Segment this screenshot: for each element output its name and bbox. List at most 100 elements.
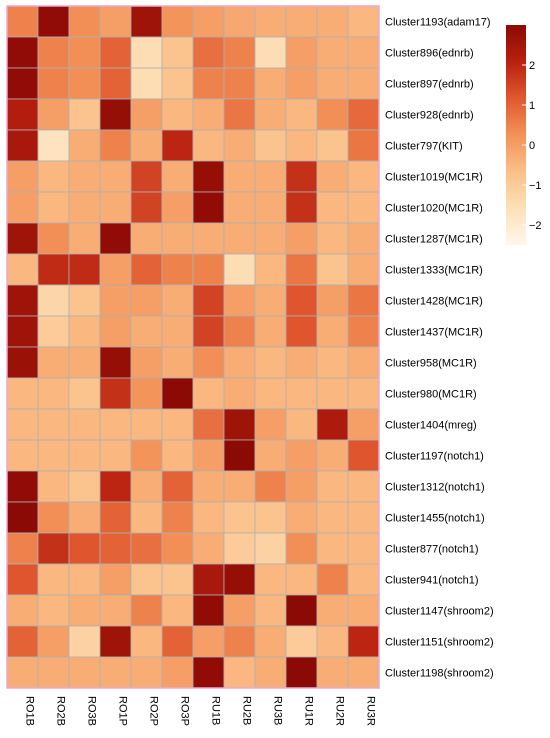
- heatmap-cell: [316, 439, 349, 472]
- heatmap-cell: [6, 160, 39, 193]
- heatmap-cell: [161, 563, 194, 596]
- heatmap-cell: [6, 625, 39, 658]
- heatmap-cell: [192, 656, 225, 689]
- heatmap-cell: [161, 594, 194, 627]
- heatmap-cell: [161, 346, 194, 379]
- heatmap-cell: [161, 377, 194, 410]
- heatmap-cell: [316, 253, 349, 286]
- heatmap-cell: [192, 315, 225, 348]
- heatmap-cell: [254, 36, 287, 69]
- heatmap-cell: [285, 36, 318, 69]
- heatmap-cell: [6, 408, 39, 441]
- heatmap-cell: [254, 346, 287, 379]
- heatmap-cell: [68, 532, 101, 565]
- heatmap-cell: [285, 222, 318, 255]
- heatmap-cell: [316, 284, 349, 317]
- heatmap-cell: [223, 160, 256, 193]
- heatmap-cell: [6, 315, 39, 348]
- heatmap-cell: [316, 625, 349, 658]
- heatmap-cell: [192, 408, 225, 441]
- heatmap-cell: [99, 129, 132, 162]
- heatmap-cell: [99, 563, 132, 596]
- heatmap-cell: [316, 98, 349, 131]
- heatmap-cell: [37, 191, 70, 224]
- heatmap-cell: [347, 160, 380, 193]
- heatmap-cell: [192, 563, 225, 596]
- heatmap-cell: [285, 563, 318, 596]
- heatmap-cell: [254, 222, 287, 255]
- heatmap-cell: [6, 656, 39, 689]
- heatmap-cell: [161, 98, 194, 131]
- heatmap-cell: [254, 5, 287, 38]
- heatmap-cell: [347, 5, 380, 38]
- heatmap-cell: [68, 470, 101, 503]
- heatmap-cell: [161, 222, 194, 255]
- heatmap-cell: [99, 625, 132, 658]
- heatmap-cell: [316, 129, 349, 162]
- column-label: RO3P: [179, 696, 191, 726]
- heatmap-cell: [347, 98, 380, 131]
- heatmap-cell: [130, 656, 163, 689]
- heatmap-cell: [68, 594, 101, 627]
- heatmap-cell: [254, 408, 287, 441]
- row-label: Cluster1198(shroom2): [385, 668, 494, 680]
- heatmap-cell: [161, 36, 194, 69]
- heatmap-cell: [223, 98, 256, 131]
- heatmap-cell: [161, 160, 194, 193]
- row-label: Cluster1437(MC1R): [385, 327, 483, 339]
- heatmap-cell: [223, 284, 256, 317]
- heatmap-cell: [130, 346, 163, 379]
- heatmap-cell: [223, 594, 256, 627]
- heatmap-cell: [192, 5, 225, 38]
- heatmap-cell: [99, 346, 132, 379]
- heatmap-cell: [37, 656, 70, 689]
- heatmap-cell: [161, 625, 194, 658]
- heatmap-cell: [254, 67, 287, 100]
- heatmap-cell: [130, 191, 163, 224]
- heatmap-cell: [68, 625, 101, 658]
- heatmap-cell: [254, 253, 287, 286]
- heatmap-cell: [37, 222, 70, 255]
- row-label: Cluster1312(notch1): [385, 482, 485, 494]
- heatmap-cell: [6, 594, 39, 627]
- column-label: RO3B: [86, 696, 98, 726]
- heatmap-cell: [254, 377, 287, 410]
- heatmap-cell: [316, 408, 349, 441]
- heatmap-cell: [254, 470, 287, 503]
- heatmap-cell: [37, 408, 70, 441]
- heatmap-cell: [68, 408, 101, 441]
- heatmap-cell: [68, 439, 101, 472]
- column-label: RU1R: [303, 696, 315, 726]
- heatmap-cell: [99, 67, 132, 100]
- heatmap-cell: [347, 377, 380, 410]
- heatmap-cell: [99, 532, 132, 565]
- column-label: RO2B: [55, 696, 67, 726]
- heatmap-cell: [192, 284, 225, 317]
- legend-ticks: −2 −1 0 1 2: [522, 60, 542, 232]
- heatmap-cell: [68, 191, 101, 224]
- heatmap-cell: [223, 408, 256, 441]
- heatmap-cell: [223, 191, 256, 224]
- heatmap-cell: [223, 346, 256, 379]
- heatmap-cell: [285, 594, 318, 627]
- column-label: RU3R: [365, 696, 377, 726]
- heatmap-cell: [6, 222, 39, 255]
- heatmap-cell: [223, 656, 256, 689]
- heatmap-cell: [316, 563, 349, 596]
- heatmap-cell: [347, 532, 380, 565]
- heatmap-cell: [99, 191, 132, 224]
- heatmap-cell: [161, 191, 194, 224]
- heatmap-cell: [37, 594, 70, 627]
- heatmap-cell: [192, 594, 225, 627]
- color-legend: −2 −1 0 1 2: [506, 25, 542, 245]
- heatmap-cell: [347, 656, 380, 689]
- heatmap-cell: [223, 67, 256, 100]
- heatmap-cell: [161, 408, 194, 441]
- heatmap-cell: [6, 36, 39, 69]
- legend-color-bar: [506, 25, 526, 245]
- heatmap-cell: [254, 501, 287, 534]
- heatmap-cell: [99, 5, 132, 38]
- heatmap-cell: [316, 656, 349, 689]
- heatmap-cell: [347, 253, 380, 286]
- row-label: Cluster1020(MC1R): [385, 203, 483, 215]
